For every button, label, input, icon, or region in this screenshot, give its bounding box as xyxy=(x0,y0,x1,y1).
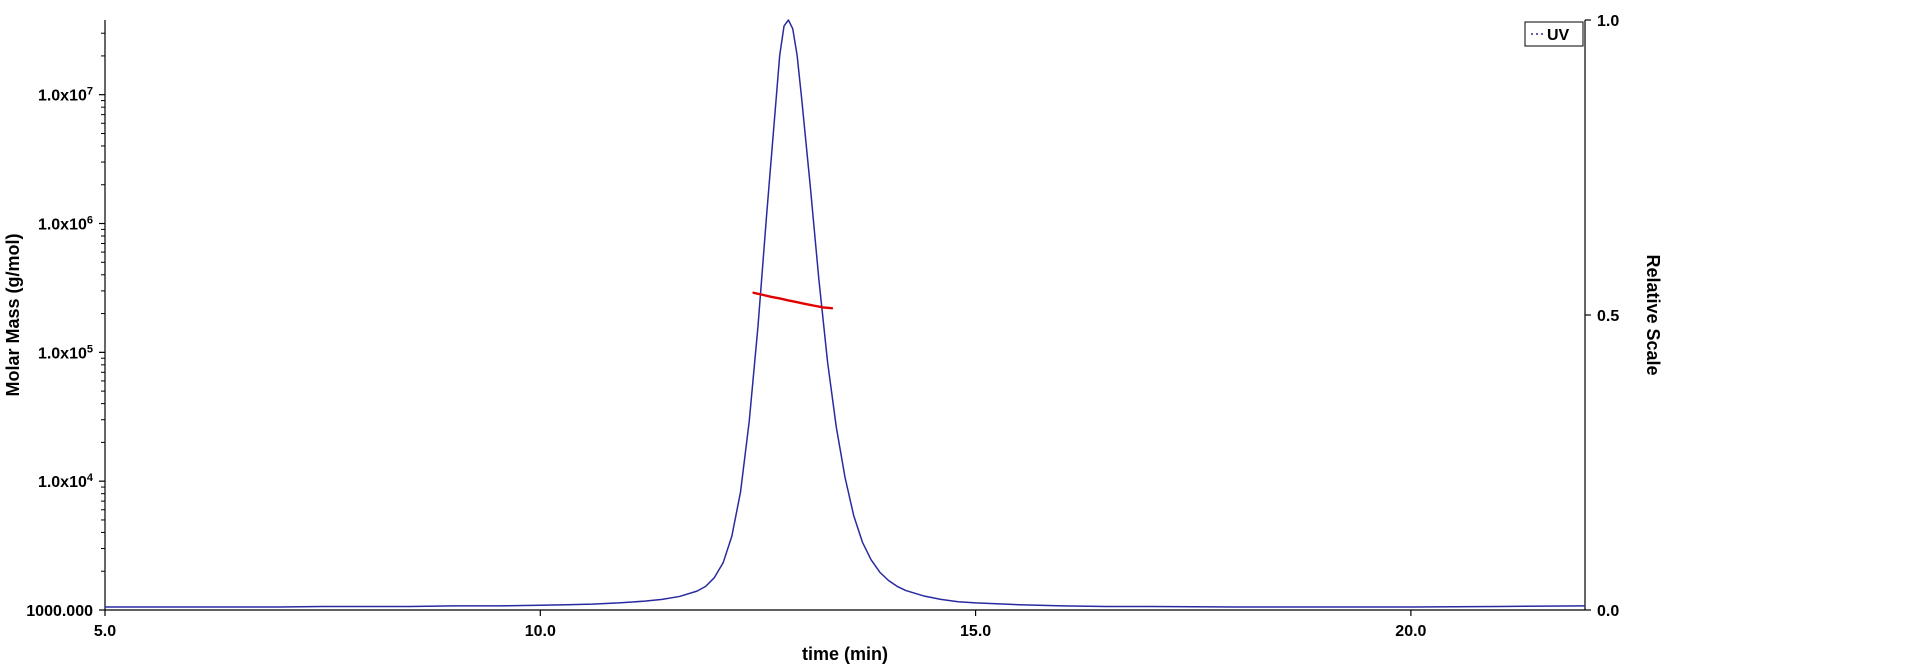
y-left-tick-label: 1.0x107 xyxy=(38,86,93,105)
y-left-tick-label: 1000.000 xyxy=(26,603,93,620)
y-right-axis-title: Relative Scale xyxy=(1643,254,1663,375)
y-left-tick-label: 1.0x105 xyxy=(38,343,93,362)
x-tick-label: 15.0 xyxy=(960,623,991,640)
x-tick-label: 5.0 xyxy=(94,623,116,640)
y-left-axis-title: Molar Mass (g/mol) xyxy=(3,233,23,396)
y-right-tick-label: 0.0 xyxy=(1597,603,1619,620)
y-left-tick-label: 1.0x106 xyxy=(38,215,93,234)
y-left-tick-label: 1.0x104 xyxy=(38,472,94,491)
x-tick-label: 10.0 xyxy=(525,623,556,640)
legend-label: UV xyxy=(1547,27,1570,44)
y-right-tick-label: 0.5 xyxy=(1597,308,1619,325)
y-right-tick-label: 1.0 xyxy=(1597,13,1619,30)
x-axis-title: time (min) xyxy=(802,644,888,664)
series-uv xyxy=(105,20,1585,607)
x-tick-label: 20.0 xyxy=(1395,623,1426,640)
chromatogram-chart: 5.0 10.0 15.0 20.0 1000.000 1.0x104 1.0x105 1.… xyxy=(0,0,1920,672)
